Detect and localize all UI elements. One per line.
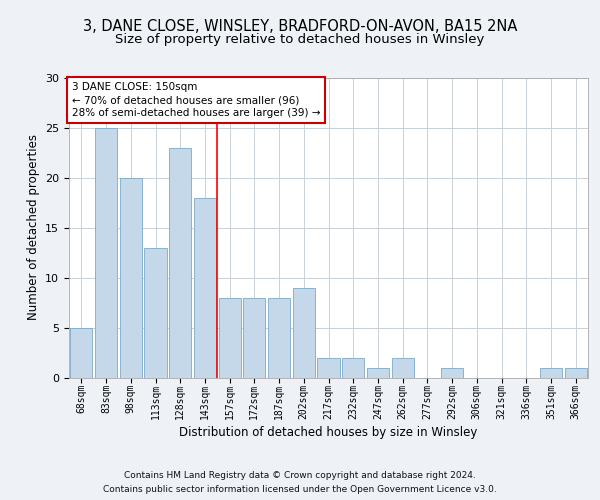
- Text: 3 DANE CLOSE: 150sqm
← 70% of detached houses are smaller (96)
28% of semi-detac: 3 DANE CLOSE: 150sqm ← 70% of detached h…: [71, 82, 320, 118]
- Bar: [268, 298, 290, 378]
- Bar: [367, 368, 389, 378]
- Bar: [243, 298, 265, 378]
- Text: 3, DANE CLOSE, WINSLEY, BRADFORD-ON-AVON, BA15 2NA: 3, DANE CLOSE, WINSLEY, BRADFORD-ON-AVON…: [83, 19, 517, 34]
- Bar: [218, 298, 241, 378]
- Bar: [119, 178, 142, 378]
- Bar: [441, 368, 463, 378]
- Y-axis label: Number of detached properties: Number of detached properties: [26, 134, 40, 320]
- Bar: [169, 148, 191, 378]
- Text: Size of property relative to detached houses in Winsley: Size of property relative to detached ho…: [115, 32, 485, 46]
- Bar: [392, 358, 414, 378]
- Bar: [342, 358, 364, 378]
- Bar: [317, 358, 340, 378]
- X-axis label: Distribution of detached houses by size in Winsley: Distribution of detached houses by size …: [179, 426, 478, 439]
- Bar: [194, 198, 216, 378]
- Bar: [70, 328, 92, 378]
- Bar: [145, 248, 167, 378]
- Text: Contains HM Land Registry data © Crown copyright and database right 2024.: Contains HM Land Registry data © Crown c…: [124, 472, 476, 480]
- Bar: [540, 368, 562, 378]
- Bar: [95, 128, 117, 378]
- Text: Contains public sector information licensed under the Open Government Licence v3: Contains public sector information licen…: [103, 486, 497, 494]
- Bar: [293, 288, 315, 378]
- Bar: [565, 368, 587, 378]
